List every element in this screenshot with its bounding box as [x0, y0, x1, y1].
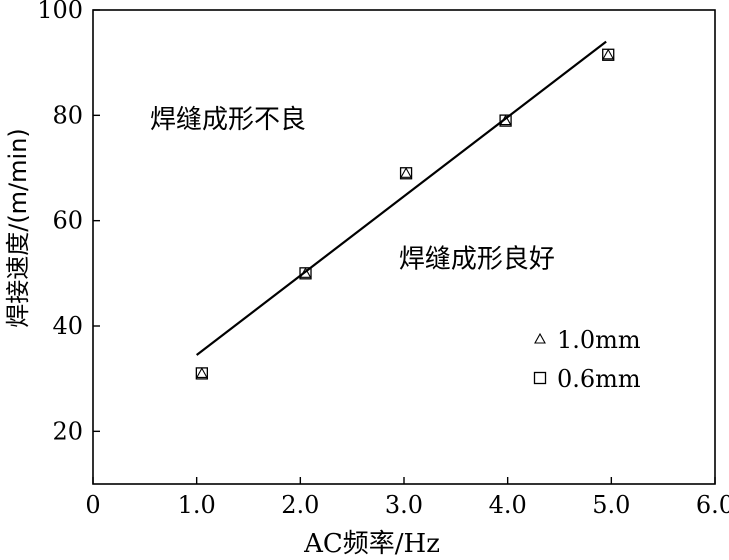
legend-marker — [533, 371, 547, 385]
y-tick-label: 60 — [52, 207, 83, 235]
region-annotation: 焊缝成形不良 — [150, 105, 306, 135]
legend-label: 0.6mm — [557, 365, 641, 393]
fit-line-segment — [195, 40, 607, 356]
x-tick-label: 3.0 — [385, 491, 423, 519]
x-tick-label: 4.0 — [489, 491, 527, 519]
data-point-0-6mm — [602, 48, 615, 61]
data-point-1-0mm — [195, 367, 208, 378]
data-point-0-6mm — [299, 267, 312, 280]
fit-line — [195, 40, 607, 356]
x-axis-label: AC频率/Hz — [303, 529, 440, 559]
y-tick-label: 100 — [37, 0, 83, 24]
legend: 1.0mm 0.6mm — [533, 326, 641, 393]
legend-marker — [534, 332, 546, 344]
ticks: 0 1.0 2.0 3.0 4.0 5.0 6.0 20 40 60 80 100 — [37, 0, 729, 519]
y-axis-label: 焊接速度/(m/min) — [4, 128, 32, 328]
data-point-0-6mm — [195, 367, 209, 380]
y-tick-label: 80 — [52, 101, 83, 129]
data-point-1-0mm — [400, 167, 413, 178]
x-tick-label: 0 — [85, 491, 100, 519]
y-tick-label: 20 — [52, 417, 83, 445]
y-tick-label: 40 — [52, 312, 83, 340]
data-point-1-0mm — [299, 267, 312, 278]
x-tick-label: 5.0 — [592, 491, 630, 519]
data-point-0-6mm — [399, 167, 413, 180]
x-tick-label: 6.0 — [696, 491, 729, 519]
x-tick-label: 1.0 — [178, 491, 216, 519]
data-point-1-0mm — [602, 48, 615, 60]
data-points — [195, 48, 615, 380]
legend-label: 1.0mm — [557, 326, 641, 354]
region-annotation: 焊缝成形良好 — [399, 245, 555, 275]
data-point-0-6mm — [499, 114, 512, 127]
data-point-1-0mm — [499, 114, 512, 126]
x-tick-label: 2.0 — [281, 491, 319, 519]
